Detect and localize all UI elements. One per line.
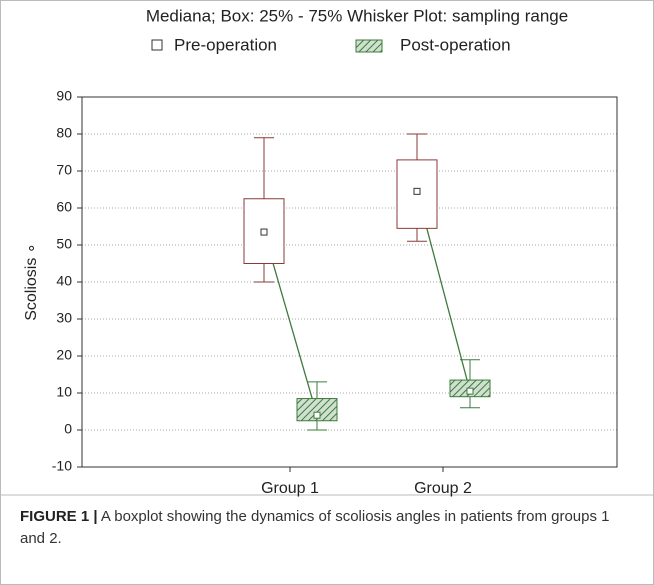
y-tick-label: 90 (56, 88, 72, 104)
median-marker (466, 387, 474, 395)
caption-label: FIGURE 1 | (20, 508, 98, 525)
y-tick-label: 50 (56, 236, 72, 252)
caption-text: A boxplot showing the dynamics of scolio… (20, 508, 610, 547)
legend-label: Post-operation (400, 35, 511, 54)
legend-label: Pre-operation (174, 35, 277, 54)
median-marker (260, 228, 268, 236)
caption: FIGURE 1 | A boxplot showing the dynamic… (20, 506, 620, 550)
median-marker (313, 411, 321, 419)
median-marker (413, 187, 421, 195)
y-tick-label: 0 (64, 421, 72, 437)
y-tick-label: 40 (56, 273, 72, 289)
y-tick-label: 30 (56, 310, 72, 326)
legend-swatch (355, 39, 383, 53)
y-tick-label: 70 (56, 162, 72, 178)
legend-swatch (151, 39, 163, 51)
box (296, 398, 338, 422)
y-tick-label: 60 (56, 199, 72, 215)
y-axis-label: Scoliosis ∘ (23, 243, 40, 321)
chart-title: Mediana; Box: 25% - 75% Whisker Plot: sa… (146, 6, 568, 25)
plot-frame (81, 96, 618, 468)
y-tick-label: -10 (52, 458, 72, 474)
y-tick-label: 10 (56, 384, 72, 400)
y-tick-label: 20 (56, 347, 72, 363)
x-tick-label: Group 1 (261, 480, 319, 497)
x-tick-label: Group 2 (414, 480, 472, 497)
y-tick-label: 80 (56, 125, 72, 141)
